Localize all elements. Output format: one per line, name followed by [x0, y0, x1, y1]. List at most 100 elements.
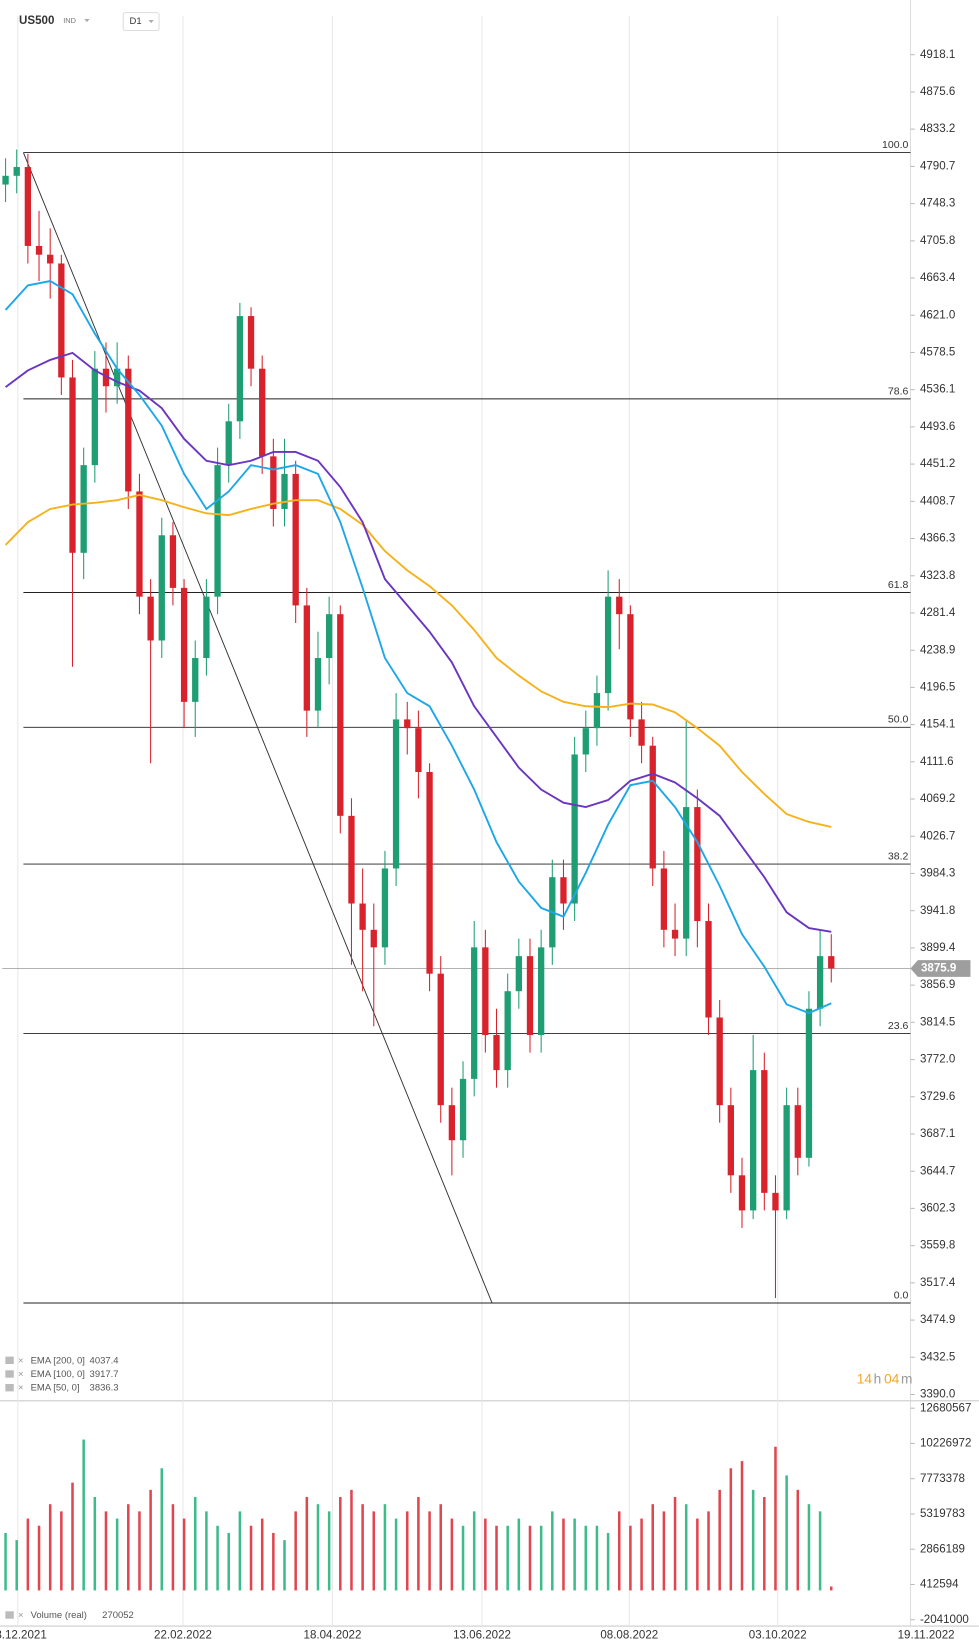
- volume-bar: [484, 1518, 487, 1591]
- y-tick-label: 4578.5: [920, 347, 955, 359]
- x-tick-label: 22.02.2022: [154, 1630, 212, 1642]
- legend-icon[interactable]: [5, 1383, 14, 1392]
- legend-close[interactable]: ×: [18, 1610, 24, 1621]
- volume-bar: [149, 1489, 152, 1591]
- y-tick-label: 3729.6: [920, 1091, 955, 1103]
- y-tick-label: 4451.2: [920, 458, 955, 470]
- candle-body: [370, 929, 377, 948]
- y-tick-label: 12680567: [920, 1402, 971, 1414]
- legend-icon[interactable]: [5, 1356, 14, 1364]
- candle-body: [783, 1105, 790, 1211]
- candle-body: [437, 973, 444, 1106]
- last-price-label: 3875.9: [921, 963, 956, 975]
- y-tick-label: 4281.4: [920, 607, 956, 619]
- dropdown-arrow[interactable]: [84, 18, 90, 23]
- volume-bar: [785, 1475, 788, 1591]
- volume-bar: [495, 1525, 498, 1591]
- volume-bar: [417, 1497, 420, 1591]
- timeframe[interactable]: D1: [130, 16, 142, 27]
- legend-name: EMA [50, 0]: [31, 1383, 80, 1394]
- volume-bar: [807, 1504, 811, 1591]
- timeframe-box[interactable]: [122, 12, 160, 32]
- countdown-m: m: [901, 1371, 912, 1386]
- y-tick-label: 4154.1: [920, 719, 955, 731]
- candle-body: [325, 614, 333, 659]
- legend-close[interactable]: ×: [18, 1383, 24, 1394]
- x-tick-label: 28.12.2021: [0, 1630, 47, 1642]
- y-tick-label: 3772.0: [920, 1054, 955, 1066]
- candle-body: [794, 1105, 801, 1158]
- volume-bar: [372, 1511, 376, 1591]
- y-tick-label: 5319783: [920, 1508, 965, 1520]
- volume-bar: [763, 1497, 766, 1591]
- dropdown-arrow[interactable]: [148, 19, 154, 24]
- volume-bar: [383, 1504, 387, 1591]
- candle-body: [292, 473, 299, 606]
- candle-body: [761, 1070, 768, 1193]
- volume-bar: [216, 1525, 219, 1591]
- candle-body: [13, 167, 20, 176]
- y-tick-label: 4408.7: [920, 495, 955, 507]
- candle-body: [392, 719, 400, 869]
- candle-body: [348, 815, 355, 904]
- header: US500 IND D1: [19, 12, 160, 32]
- legend-value: 3836.3: [90, 1383, 119, 1394]
- y-tick-label: 3474.9: [920, 1314, 955, 1326]
- volume-bar: [260, 1518, 264, 1591]
- candle-body: [404, 719, 411, 729]
- y-tick-label: 4748.3: [920, 198, 955, 210]
- volume-bar: [573, 1518, 576, 1591]
- volume-bar: [640, 1518, 643, 1591]
- plot: 100.0 78.6 61.8 50.0 38.2 23.6 0.0 3875.9: [2, 139, 971, 1591]
- legend-close[interactable]: ×: [18, 1355, 24, 1366]
- candle-body: [236, 316, 244, 422]
- volume-bar: [227, 1532, 230, 1591]
- candle-body: [593, 693, 601, 729]
- ema-line: [4, 280, 832, 1015]
- legend-icon[interactable]: [5, 1611, 14, 1619]
- candle-body: [2, 175, 9, 185]
- candle-body: [58, 263, 65, 378]
- volume-bar: [684, 1504, 688, 1591]
- volume-bar: [606, 1532, 610, 1591]
- candle-body: [504, 991, 511, 1071]
- candle-body: [526, 956, 534, 1036]
- candle-body: [604, 596, 612, 694]
- candle-body: [247, 316, 255, 369]
- y-tick-label: 3941.8: [920, 905, 955, 917]
- legend-icon[interactable]: [5, 1370, 14, 1378]
- candle-body: [125, 368, 132, 492]
- volume-bar: [718, 1489, 721, 1591]
- volume-bar: [361, 1504, 364, 1591]
- y-tick-label: 4705.8: [920, 235, 955, 247]
- volume-bar: [405, 1511, 409, 1591]
- volume-bar: [127, 1504, 130, 1591]
- candle-body: [180, 587, 188, 702]
- volume-bar: [595, 1525, 599, 1591]
- candle-body: [113, 368, 121, 387]
- volume-bar: [294, 1511, 297, 1591]
- candle-body: [694, 807, 701, 922]
- candle-body: [80, 465, 87, 553]
- volume-bar: [818, 1511, 822, 1591]
- legend-close[interactable]: ×: [18, 1369, 24, 1380]
- volume-last: 270052: [102, 1610, 134, 1621]
- volume-bar: [584, 1525, 588, 1591]
- candle-body: [816, 956, 824, 1009]
- candle-body: [683, 807, 690, 939]
- x-tick-label: 13.06.2022: [453, 1630, 511, 1642]
- volume-bar: [617, 1511, 621, 1591]
- volume-bar: [751, 1489, 755, 1591]
- symbol[interactable]: US500: [19, 15, 54, 27]
- candle-body: [772, 1192, 779, 1211]
- volume-bar: [82, 1439, 85, 1591]
- y-tick-label: 3814.5: [920, 1016, 955, 1028]
- volume-bar: [673, 1497, 677, 1591]
- fib-label: 78.6: [888, 385, 909, 397]
- volume-bar: [707, 1511, 710, 1591]
- candle-body: [281, 473, 288, 509]
- volume-bar: [528, 1525, 532, 1591]
- legend-value: 4037.4: [90, 1355, 119, 1366]
- candle-body: [671, 929, 679, 939]
- y-tick-label: 4238.9: [920, 644, 955, 656]
